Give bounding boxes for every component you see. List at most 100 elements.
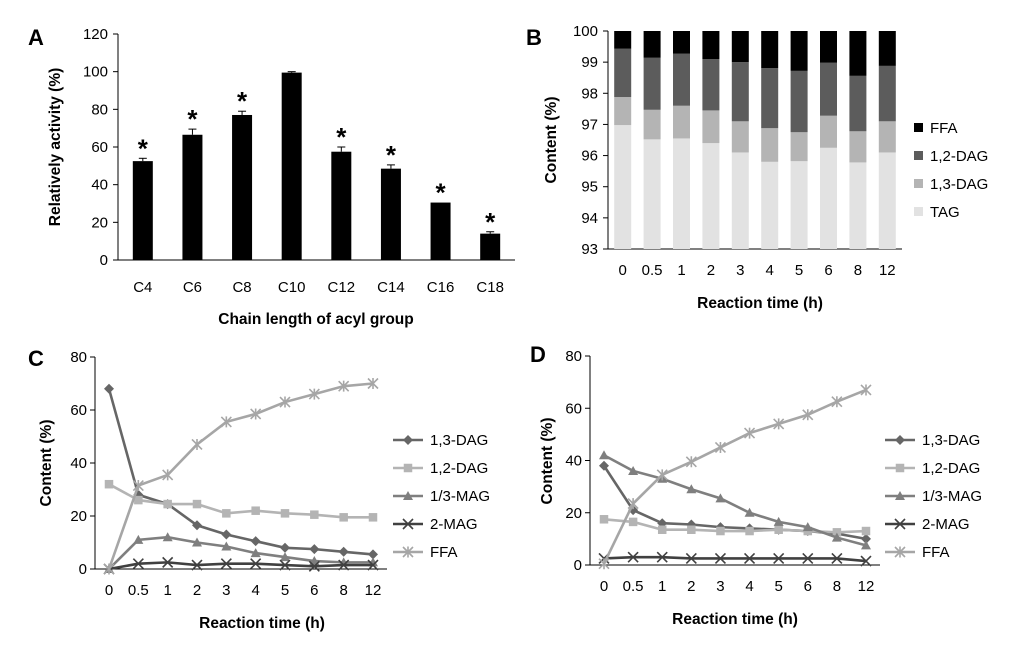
marker-star bbox=[367, 377, 379, 390]
legend-label: FFA bbox=[922, 544, 950, 561]
bar-c12 bbox=[331, 151, 352, 260]
y-tick-label: 95 bbox=[581, 179, 598, 196]
legend-label: FFA bbox=[930, 120, 958, 137]
x-tick-label: 8 bbox=[339, 582, 347, 599]
marker-square bbox=[368, 513, 378, 522]
marker-x bbox=[338, 559, 350, 571]
y-tick-label: 60 bbox=[70, 402, 87, 419]
stack-segment-ffa bbox=[849, 31, 867, 76]
bar-c6 bbox=[182, 134, 203, 260]
stack-segment-1-2-dag bbox=[643, 57, 661, 110]
x-tick-label: 0.5 bbox=[623, 578, 644, 595]
x-tick-label: 3 bbox=[736, 262, 744, 279]
marker-star bbox=[103, 563, 115, 575]
marker-diamond bbox=[368, 549, 378, 560]
marker-triangle bbox=[192, 537, 202, 547]
significance-marker: * bbox=[187, 104, 198, 134]
marker-star bbox=[831, 396, 843, 408]
x-tick-label: 1 bbox=[163, 582, 171, 599]
marker-star bbox=[860, 384, 872, 396]
y-tick-label: 60 bbox=[91, 139, 108, 156]
y-tick-label: 120 bbox=[83, 26, 108, 43]
series-1-2-dag bbox=[104, 479, 378, 522]
marker-diamond bbox=[861, 533, 871, 544]
marker-x bbox=[894, 518, 906, 530]
bar-c18 bbox=[480, 233, 501, 260]
y-tick-label: 96 bbox=[581, 148, 598, 165]
y-tick-label: 94 bbox=[581, 210, 598, 227]
stack-segment-ffa bbox=[761, 31, 779, 69]
stack-segment-1-2-dag bbox=[673, 53, 690, 106]
y-tick-label: 98 bbox=[581, 85, 598, 102]
x-tick-label: C12 bbox=[328, 279, 356, 296]
marker-diamond bbox=[309, 544, 320, 555]
x-tick-label: 2 bbox=[687, 578, 695, 595]
marker-triangle bbox=[133, 534, 144, 544]
x-tick-label: 4 bbox=[251, 582, 259, 599]
significance-marker: * bbox=[436, 178, 447, 208]
marker-x bbox=[162, 556, 174, 568]
marker-x bbox=[402, 518, 414, 530]
marker-x bbox=[685, 552, 697, 565]
y-tick-label: 80 bbox=[565, 348, 582, 365]
bar-c4 bbox=[132, 161, 153, 260]
legend-label: 1/3-MAG bbox=[430, 488, 490, 505]
stack-segment-tag bbox=[790, 161, 808, 249]
stack-segment-ffa bbox=[643, 31, 661, 58]
y-axis-title: Relatively activity (%) bbox=[47, 68, 64, 227]
marker-square bbox=[310, 510, 319, 519]
stack-segment-1-2-dag bbox=[614, 48, 632, 98]
marker-triangle bbox=[773, 516, 784, 526]
marker-x bbox=[802, 552, 814, 565]
stack-segment-1-2-dag bbox=[790, 70, 808, 133]
bar-c8 bbox=[232, 114, 253, 260]
stack-segment-1-2-dag bbox=[820, 62, 837, 116]
panel-letter-b: B bbox=[526, 25, 542, 50]
marker-diamond bbox=[221, 529, 232, 540]
stack-segment-1-3-dag bbox=[731, 121, 749, 153]
legend-swatch bbox=[914, 123, 923, 132]
legend: FFA 1,2-DAG 1,3-DAG TAG bbox=[914, 120, 988, 221]
stack-segment-tag bbox=[673, 138, 690, 249]
x-tick-label: C8 bbox=[232, 279, 251, 296]
y-axis-title: Content (%) bbox=[38, 420, 55, 507]
marker-diamond bbox=[338, 546, 349, 557]
marker-diamond bbox=[250, 536, 261, 547]
marker-diamond bbox=[895, 435, 905, 445]
marker-x bbox=[743, 552, 756, 565]
marker-triangle bbox=[895, 491, 905, 500]
x-tick-label: 0.5 bbox=[128, 582, 149, 599]
stack-segment-tag bbox=[820, 147, 837, 249]
marker-star bbox=[894, 546, 906, 558]
x-tick-label: 8 bbox=[854, 262, 862, 279]
y-tick-label: 0 bbox=[79, 561, 87, 578]
x-axis-title: Reaction time (h) bbox=[199, 615, 325, 632]
stack-segment-tag bbox=[761, 161, 779, 249]
marker-diamond bbox=[192, 520, 202, 531]
marker-square bbox=[104, 479, 114, 489]
marker-triangle bbox=[831, 532, 842, 542]
x-tick-label: 4 bbox=[766, 262, 774, 279]
panel-letter-d: D bbox=[530, 342, 546, 367]
x-tick-label: C16 bbox=[427, 279, 455, 296]
bar-c14 bbox=[380, 168, 401, 260]
y-tick-label: 80 bbox=[91, 101, 108, 118]
y-tick-label: 40 bbox=[91, 177, 108, 194]
legend-label: 1,2-DAG bbox=[922, 460, 980, 477]
y-tick-label: 60 bbox=[565, 400, 582, 417]
marker-square bbox=[657, 525, 667, 534]
legend-swatch bbox=[914, 179, 923, 188]
marker-square bbox=[163, 499, 172, 509]
x-tick-label: C10 bbox=[278, 279, 306, 296]
stack-segment-ffa bbox=[820, 31, 837, 63]
legend-label: 1,3-DAG bbox=[922, 432, 980, 449]
panel-letters: A B C D bbox=[28, 25, 546, 371]
legend-label: 1,3-DAG bbox=[430, 432, 488, 449]
significance-marker: * bbox=[138, 133, 149, 163]
marker-x bbox=[367, 559, 379, 571]
marker-square bbox=[403, 463, 413, 473]
stack-segment-tag bbox=[614, 125, 632, 249]
